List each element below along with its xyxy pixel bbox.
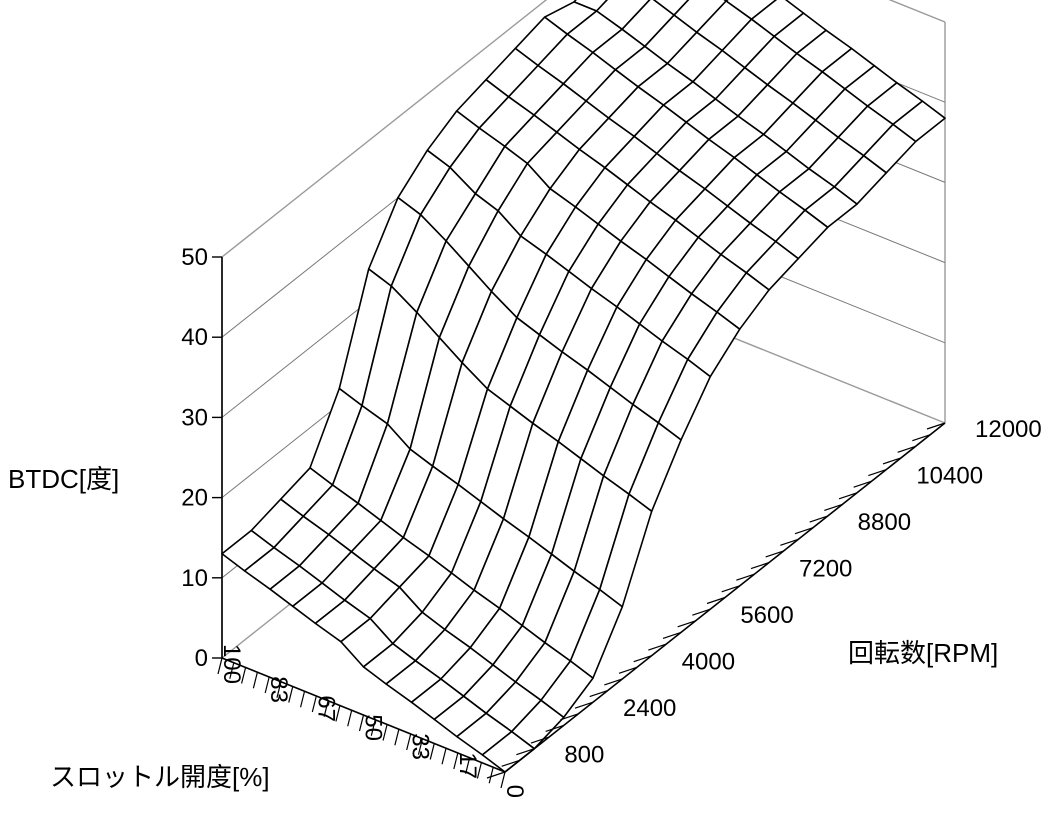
rpm-tick-label: 2400 [623,695,676,722]
throttle-tick [264,676,270,694]
throttle-tick [217,657,223,675]
wall-edge [888,0,946,23]
throttle-tick [382,724,388,741]
rpm-tick [648,643,667,651]
throttle-tick [441,748,447,765]
rpm-tick-label: 800 [564,742,604,769]
throttle-tick [323,700,329,717]
rpm-tick [545,724,564,733]
throttle-tick [476,762,482,779]
z-tick-label: 20 [181,485,208,512]
z-tick-label: 30 [181,404,208,431]
rpm-tick [794,527,814,535]
rpm-tick [692,608,711,616]
throttle-tick [288,686,294,703]
rpm-tick [560,713,579,721]
rpm-tick [516,748,535,756]
throttle-tick-label: 0 [501,785,528,798]
rpm-tick-label: 5600 [740,602,793,629]
z-tick-label: 50 [181,244,208,271]
rpm-tick [750,562,770,570]
throttle-tick [488,767,494,784]
throttle-tick [417,738,424,755]
rpm-tick [736,573,755,581]
rpm-tick [853,480,872,488]
rpm-tick-label: 10400 [916,463,983,490]
throttle-tick [229,662,235,679]
rpm-tick [589,689,608,698]
rpm-tick [618,666,638,674]
throttle-tick [406,733,412,751]
throttle-tick [453,752,459,770]
throttle-tick [335,705,341,722]
throttle-axis-title: スロットル開度[%] [50,762,270,792]
throttle-tick-label: 17 [454,752,481,779]
rpm-tick-label: 7200 [799,556,852,583]
rpm-tick [838,492,858,500]
throttle-tick-label: 100 [218,644,245,684]
wall-edge [221,0,548,258]
rpm-tick [721,585,740,593]
rpm-tick [926,422,946,430]
z-axis-title: BTDC[度] [8,464,119,494]
throttle-tick [299,691,306,708]
rpm-tick [809,515,828,523]
throttle-tick [276,681,282,698]
rpm-tick-label: 4000 [682,649,735,676]
throttle-tick-label: 50 [360,714,387,741]
rpm-tick [486,771,506,779]
throttle-tick [500,771,506,789]
throttle-tick [394,729,400,746]
throttle-tick [311,695,317,713]
rpm-tick [633,655,652,663]
z-tick-label: 10 [181,565,208,592]
surface-mesh [221,0,946,773]
rpm-tick [501,759,520,767]
throttle-tick-label: 33 [407,733,434,760]
rpm-tick [574,701,594,709]
rpm-tick [912,434,931,442]
rpm-tick [780,538,799,546]
throttle-tick [358,714,365,732]
rpm-tick [765,550,784,558]
rpm-tick [677,620,696,628]
throttle-tick [429,743,435,760]
z-tick-label: 0 [195,645,208,672]
rpm-tick-label: 8800 [858,509,911,536]
throttle-tick-label: 67 [312,695,339,722]
rpm-tick [868,468,887,477]
throttle-tick [252,672,258,689]
rpm-tick [882,457,902,465]
throttle-tick [347,710,353,727]
throttle-tick [370,719,376,736]
rpm-tick-label: 12000 [975,416,1042,443]
rpm-tick [897,445,916,453]
rpm-tick [706,596,726,605]
rpm-tick [824,503,843,512]
throttle-tick [465,757,471,774]
rpm-tick [530,736,550,744]
rpm-axis-title: 回転数[RPM] [848,638,998,668]
rpm-tick [604,678,623,686]
throttle-tick-label: 83 [265,676,292,703]
rpm-tick [662,631,682,639]
throttle-tick [241,667,247,684]
z-tick-label: 40 [181,324,208,351]
